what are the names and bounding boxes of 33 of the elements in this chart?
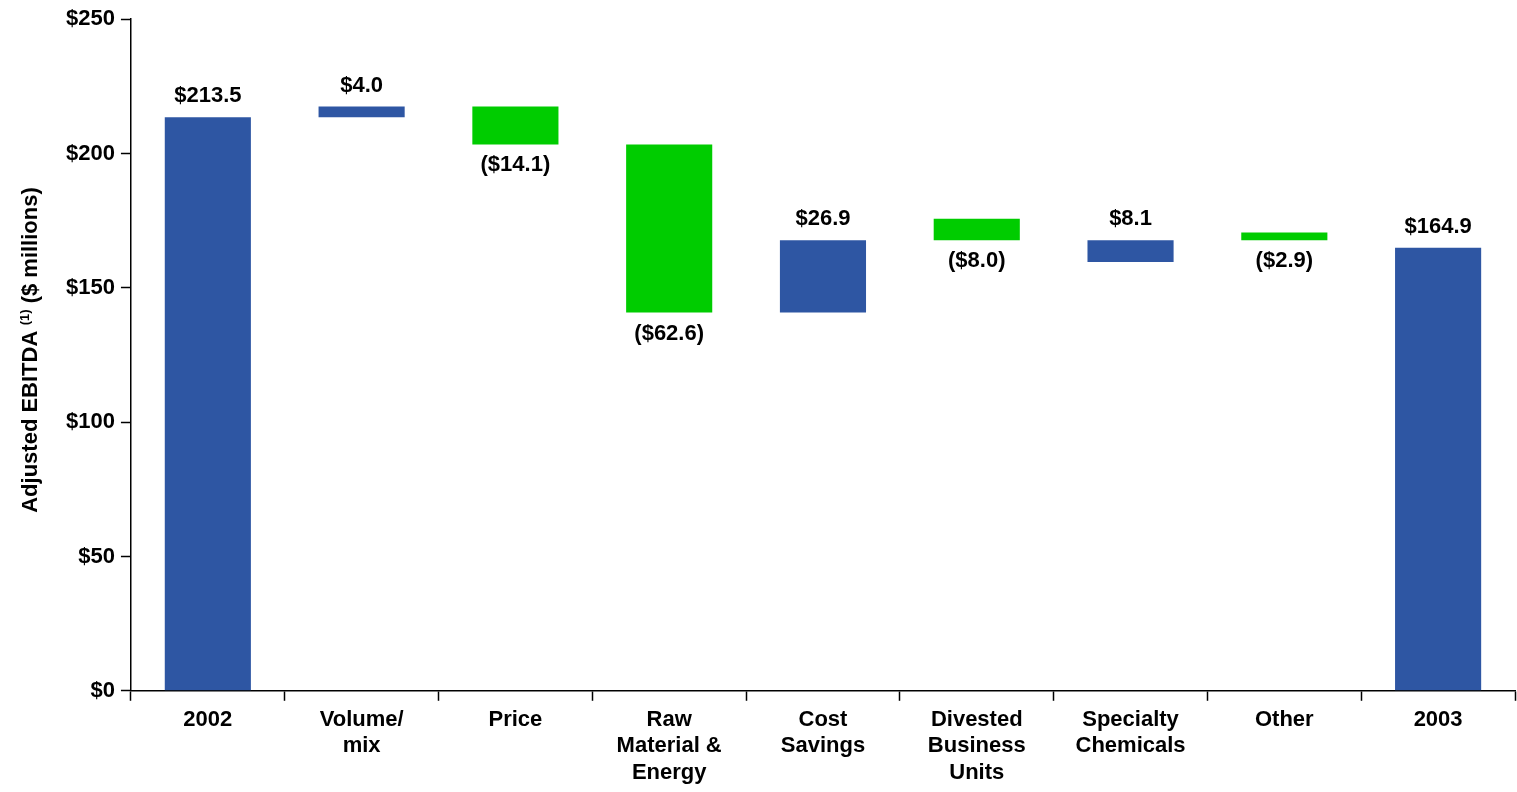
y-tick-label: $0	[90, 676, 115, 702]
y-tick-label: $200	[65, 139, 115, 165]
bar	[933, 218, 1020, 241]
x-tick-label: 2003	[1413, 706, 1463, 732]
data-label: $26.9	[795, 205, 851, 231]
data-label: ($8.0)	[948, 247, 1006, 273]
bar	[472, 106, 559, 145]
x-tick-label: Volume/ mix	[319, 706, 404, 758]
data-label: ($62.6)	[634, 319, 705, 345]
bar	[164, 117, 251, 691]
bar	[1395, 247, 1482, 691]
data-label: ($2.9)	[1255, 247, 1314, 273]
y-tick-label: $100	[65, 408, 115, 434]
x-tick-label: Cost Savings	[780, 706, 866, 758]
bar	[1241, 232, 1328, 241]
data-label: $4.0	[340, 71, 384, 97]
x-tick-label: Specialty Chemicals	[1075, 706, 1186, 758]
bar	[779, 240, 867, 313]
bar	[1087, 240, 1174, 263]
y-tick-label: $250	[65, 5, 115, 31]
data-label: $8.1	[1109, 205, 1152, 231]
x-tick-label: Other	[1254, 706, 1315, 732]
bar	[626, 144, 713, 313]
y-tick-label: $50	[78, 542, 115, 568]
x-tick-label: Divested Business Units	[927, 706, 1026, 784]
bar	[318, 106, 405, 118]
y-tick-label: $150	[65, 273, 115, 299]
x-tick-label: Price	[488, 706, 543, 732]
data-label: $213.5	[174, 82, 242, 108]
x-tick-label: Raw Material & Energy	[616, 706, 722, 784]
data-label: $164.9	[1404, 212, 1472, 238]
x-tick-label: 2002	[183, 706, 233, 732]
data-label: ($14.1)	[480, 151, 551, 177]
